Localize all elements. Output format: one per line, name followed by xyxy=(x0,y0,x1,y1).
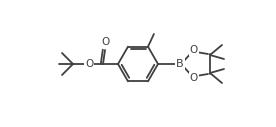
Text: O: O xyxy=(101,37,109,47)
Text: O: O xyxy=(85,59,93,69)
Text: B: B xyxy=(176,59,184,69)
Text: O: O xyxy=(190,73,198,83)
Text: O: O xyxy=(190,45,198,55)
